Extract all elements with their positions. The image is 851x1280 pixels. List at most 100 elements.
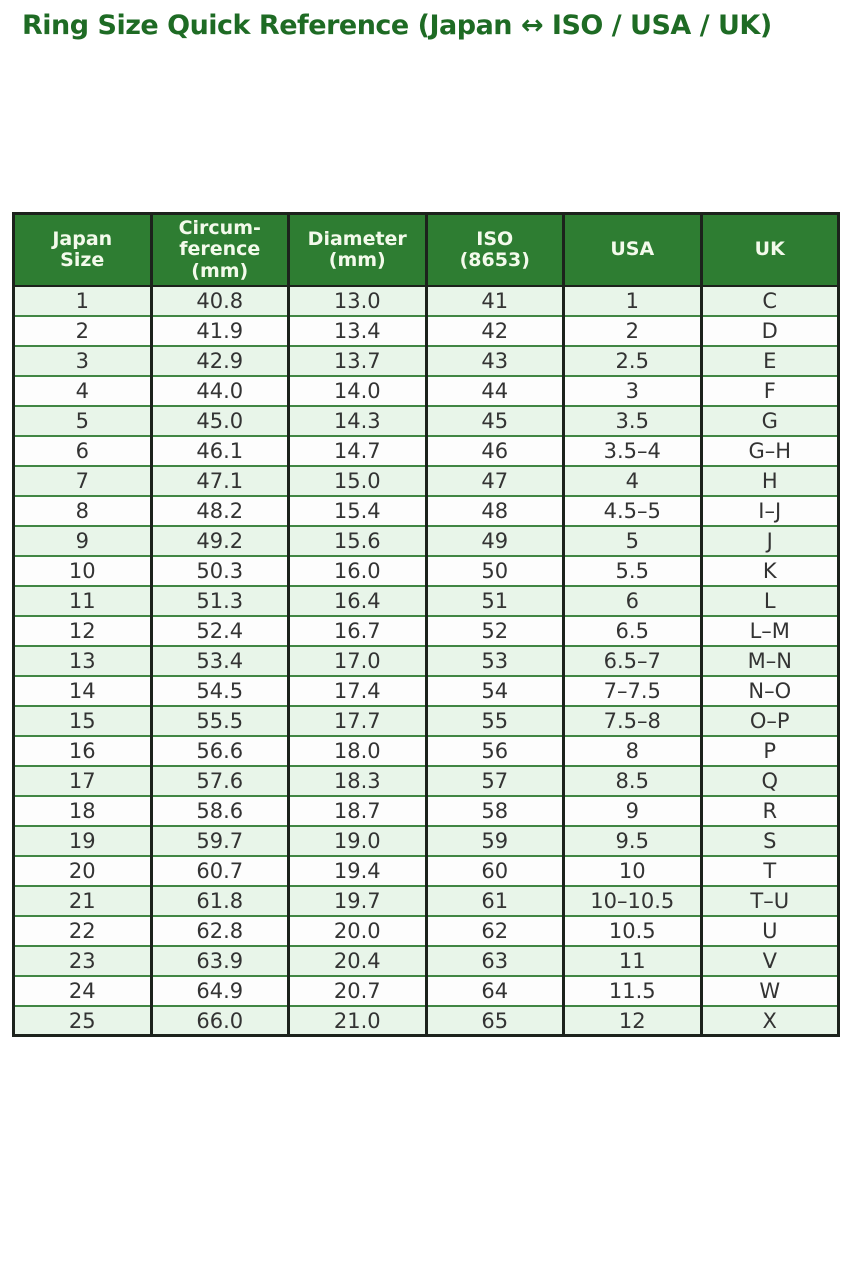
- cell-circumference-mm: 63.9: [149, 944, 290, 977]
- cell-uk: E: [699, 344, 840, 377]
- table-row: 10 50.3 16.0 50 5.5 K: [12, 554, 840, 587]
- ring-size-table: Japan Size Circum-ference (mm) Diameter (mm) I…: [12, 212, 840, 1038]
- cell-usa: 12: [562, 1004, 703, 1037]
- cell-japan-size: 24: [12, 974, 153, 1007]
- cell-iso-8653: 64: [424, 974, 565, 1007]
- cell-usa: 7.5–8: [562, 704, 703, 737]
- cell-uk: M–N: [699, 644, 840, 677]
- cell-diameter-mm: 16.4: [287, 584, 428, 617]
- column-header-japan-size: Japan Size: [12, 213, 153, 287]
- cell-japan-size: 3: [12, 344, 153, 377]
- table-row: 3 42.9 13.7 43 2.5 E: [12, 344, 840, 377]
- cell-iso-8653: 57: [424, 764, 565, 797]
- table-row: 16 56.6 18.0 56 8 P: [12, 734, 840, 767]
- table-row: 21 61.8 19.7 61 10–10.5 T–U: [12, 884, 840, 917]
- cell-usa: 3: [562, 374, 703, 407]
- cell-diameter-mm: 19.4: [287, 854, 428, 887]
- ring-size-table-container: Japan Size Circum-ference (mm) Diameter (mm) I…: [12, 212, 840, 1038]
- cell-diameter-mm: 16.7: [287, 614, 428, 647]
- cell-japan-size: 17: [12, 764, 153, 797]
- table-row: 13 53.4 17.0 53 6.5–7 M–N: [12, 644, 840, 677]
- cell-diameter-mm: 19.7: [287, 884, 428, 917]
- cell-iso-8653: 43: [424, 344, 565, 377]
- cell-japan-size: 19: [12, 824, 153, 857]
- cell-uk: P: [699, 734, 840, 767]
- cell-usa: 6.5: [562, 614, 703, 647]
- cell-diameter-mm: 13.4: [287, 314, 428, 347]
- cell-iso-8653: 52: [424, 614, 565, 647]
- table-row: 5 45.0 14.3 45 3.5 G: [12, 404, 840, 437]
- cell-circumference-mm: 62.8: [149, 914, 290, 947]
- cell-uk: K: [699, 554, 840, 587]
- cell-diameter-mm: 13.0: [287, 284, 428, 317]
- cell-uk: W: [699, 974, 840, 1007]
- cell-iso-8653: 60: [424, 854, 565, 887]
- cell-iso-8653: 42: [424, 314, 565, 347]
- cell-circumference-mm: 45.0: [149, 404, 290, 437]
- cell-japan-size: 7: [12, 464, 153, 497]
- cell-circumference-mm: 52.4: [149, 614, 290, 647]
- cell-iso-8653: 58: [424, 794, 565, 827]
- cell-japan-size: 18: [12, 794, 153, 827]
- cell-usa: 6.5–7: [562, 644, 703, 677]
- cell-iso-8653: 50: [424, 554, 565, 587]
- cell-circumference-mm: 40.8: [149, 284, 290, 317]
- table-row: 18 58.6 18.7 58 9 R: [12, 794, 840, 827]
- cell-diameter-mm: 16.0: [287, 554, 428, 587]
- cell-diameter-mm: 18.0: [287, 734, 428, 767]
- table-row: 2 41.9 13.4 42 2 D: [12, 314, 840, 347]
- cell-usa: 10.5: [562, 914, 703, 947]
- column-header-circumference-mm: Circum-ference (mm): [149, 213, 290, 287]
- cell-iso-8653: 45: [424, 404, 565, 437]
- cell-uk: U: [699, 914, 840, 947]
- cell-japan-size: 9: [12, 524, 153, 557]
- cell-usa: 9: [562, 794, 703, 827]
- cell-uk: C: [699, 284, 840, 317]
- cell-usa: 2.5: [562, 344, 703, 377]
- column-header-diameter-mm: Diameter (mm): [287, 213, 428, 287]
- cell-circumference-mm: 57.6: [149, 764, 290, 797]
- table-row: 23 63.9 20.4 63 11 V: [12, 944, 840, 977]
- cell-japan-size: 8: [12, 494, 153, 527]
- cell-uk: X: [699, 1004, 840, 1037]
- cell-iso-8653: 55: [424, 704, 565, 737]
- header-row: Japan Size Circum-ference (mm) Diameter (mm) I…: [12, 213, 840, 287]
- cell-diameter-mm: 17.4: [287, 674, 428, 707]
- cell-uk: Q: [699, 764, 840, 797]
- cell-japan-size: 16: [12, 734, 153, 767]
- cell-uk: I–J: [699, 494, 840, 527]
- cell-usa: 5: [562, 524, 703, 557]
- table-row: 12 52.4 16.7 52 6.5 L–M: [12, 614, 840, 647]
- cell-uk: D: [699, 314, 840, 347]
- cell-iso-8653: 47: [424, 464, 565, 497]
- cell-circumference-mm: 54.5: [149, 674, 290, 707]
- cell-usa: 4: [562, 464, 703, 497]
- cell-japan-size: 4: [12, 374, 153, 407]
- cell-usa: 10–10.5: [562, 884, 703, 917]
- column-header-iso-8653: ISO (8653): [424, 213, 565, 287]
- cell-iso-8653: 49: [424, 524, 565, 557]
- cell-diameter-mm: 19.0: [287, 824, 428, 857]
- cell-uk: L: [699, 584, 840, 617]
- table-row: 4 44.0 14.0 44 3 F: [12, 374, 840, 407]
- cell-uk: G: [699, 404, 840, 437]
- cell-diameter-mm: 18.3: [287, 764, 428, 797]
- cell-diameter-mm: 14.0: [287, 374, 428, 407]
- cell-japan-size: 25: [12, 1004, 153, 1037]
- cell-iso-8653: 46: [424, 434, 565, 467]
- table-row: 22 62.8 20.0 62 10.5 U: [12, 914, 840, 947]
- cell-iso-8653: 61: [424, 884, 565, 917]
- table-row: 11 51.3 16.4 51 6 L: [12, 584, 840, 617]
- cell-diameter-mm: 17.0: [287, 644, 428, 677]
- cell-uk: O–P: [699, 704, 840, 737]
- cell-uk: V: [699, 944, 840, 977]
- cell-iso-8653: 53: [424, 644, 565, 677]
- cell-japan-size: 23: [12, 944, 153, 977]
- cell-usa: 5.5: [562, 554, 703, 587]
- cell-iso-8653: 54: [424, 674, 565, 707]
- cell-usa: 8.5: [562, 764, 703, 797]
- cell-japan-size: 21: [12, 884, 153, 917]
- table-row: 17 57.6 18.3 57 8.5 Q: [12, 764, 840, 797]
- cell-usa: 10: [562, 854, 703, 887]
